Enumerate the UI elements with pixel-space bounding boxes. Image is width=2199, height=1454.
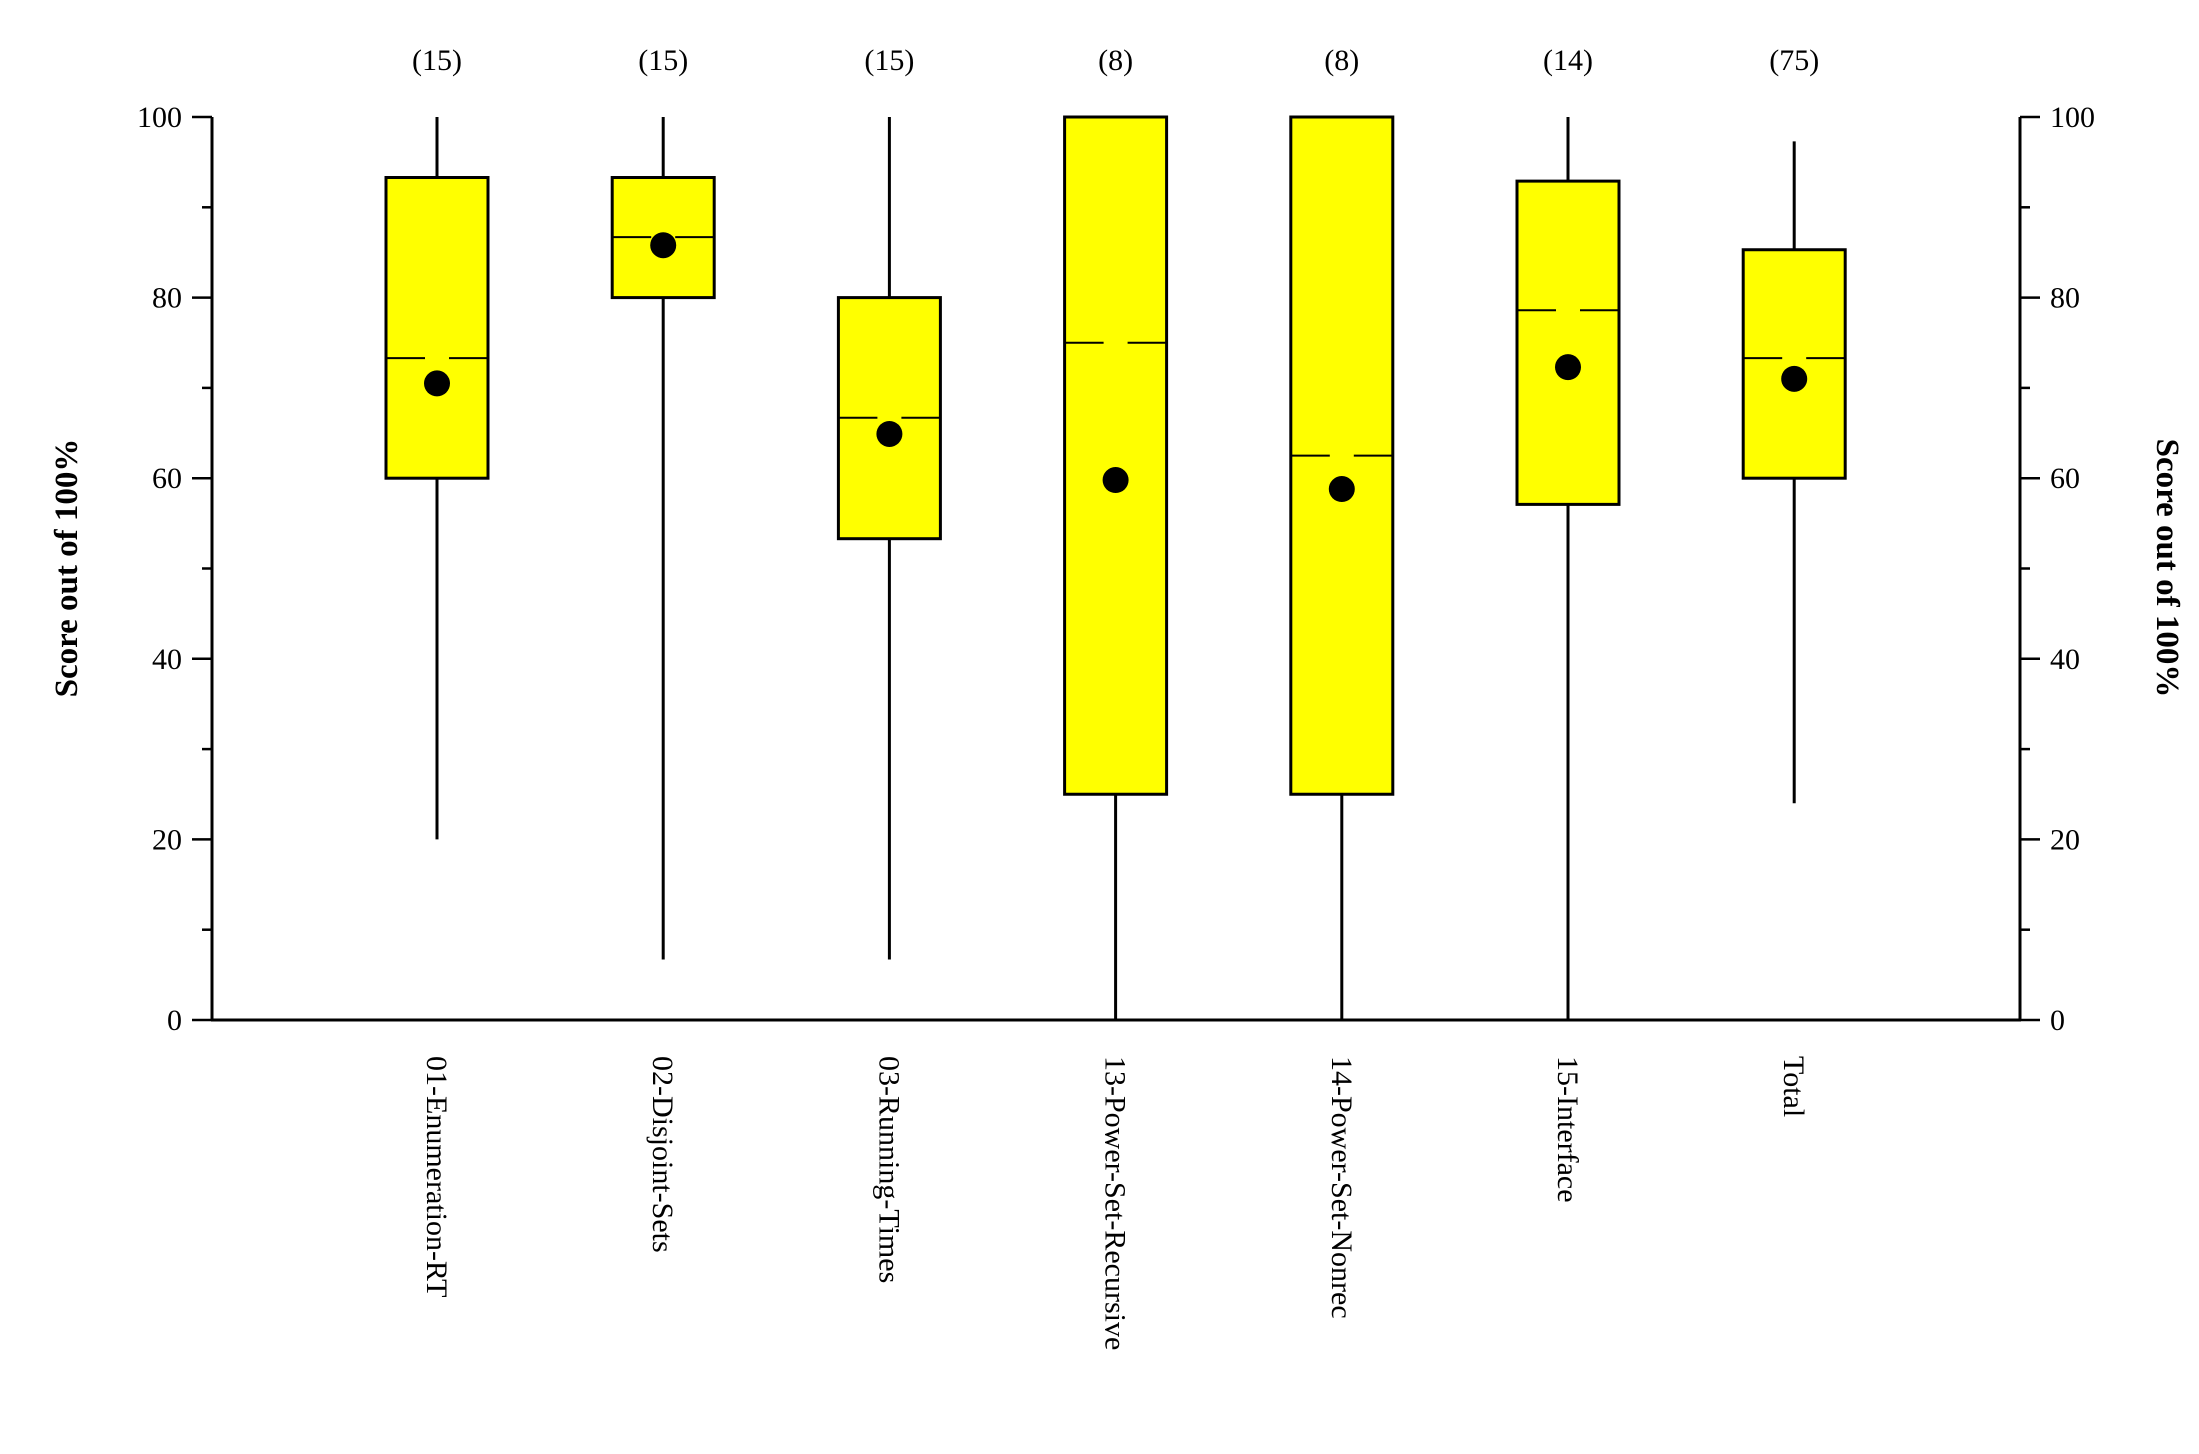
- category-labels: 01-Enumeration-RT 02-Disjoint-Sets 03-Runn…: [420, 1056, 1810, 1350]
- box-group: [1063, 115, 1169, 1020]
- mean-marker: [1781, 365, 1808, 392]
- y-axis-ticks: 0 0 20 20 40 40 60 60 80 80 100 100: [137, 101, 2095, 1037]
- mean-marker: [1328, 476, 1355, 503]
- count-label: (15): [638, 44, 688, 77]
- mean-marker: [876, 420, 903, 447]
- box-group: [836, 117, 942, 960]
- count-label: (75): [1769, 44, 1819, 77]
- mean-marker: [1555, 354, 1581, 381]
- count-label: (14): [1543, 44, 1593, 77]
- box-group: [1289, 115, 1395, 1020]
- count-label: (15): [864, 44, 914, 77]
- left-tick-label: 0: [167, 1004, 182, 1037]
- box-body: [384, 176, 490, 480]
- left-tick-label: 60: [152, 462, 182, 495]
- right-tick-label: 40: [2050, 643, 2080, 676]
- category-label: 01-Enumeration-RT: [420, 1056, 453, 1297]
- category-label: 14-Power-Set-Nonrec: [1325, 1056, 1358, 1319]
- mean-marker: [1102, 467, 1129, 494]
- count-label: (15): [412, 44, 462, 77]
- left-tick-label: 40: [152, 643, 182, 676]
- count-label: (8): [1098, 44, 1133, 77]
- mean-marker: [424, 370, 450, 397]
- y-axis-title-left: Score out of 100%: [49, 439, 85, 698]
- sample-count-labels: (15) (15) (15) (8) (8) (14) (75): [412, 44, 1819, 77]
- box-group: [1515, 117, 1621, 1020]
- box-series: [384, 115, 1847, 1020]
- right-tick-label: 20: [2050, 823, 2080, 856]
- right-tick-label: 100: [2050, 101, 2095, 134]
- count-label: (8): [1324, 44, 1359, 77]
- category-label: 03-Running-Times: [872, 1056, 905, 1283]
- box-group: [384, 117, 490, 840]
- category-label: 15-Interface: [1551, 1056, 1584, 1203]
- category-label: 02-Disjoint-Sets: [646, 1056, 679, 1253]
- left-tick-label: 100: [137, 101, 182, 134]
- right-tick-label: 60: [2050, 462, 2080, 495]
- category-label: Total: [1777, 1056, 1810, 1117]
- mean-marker: [650, 232, 677, 259]
- right-tick-label: 0: [2050, 1004, 2065, 1037]
- box-body: [1741, 248, 1847, 480]
- left-tick-label: 80: [152, 282, 182, 315]
- category-label: 13-Power-Set-Recursive: [1099, 1056, 1132, 1350]
- left-tick-label: 20: [152, 823, 182, 856]
- y-axis-title-right: Score out of 100%: [2149, 439, 2185, 698]
- box-body: [1063, 115, 1169, 796]
- box-group: [610, 117, 716, 960]
- box-body: [1515, 179, 1621, 506]
- right-tick-label: 80: [2050, 282, 2080, 315]
- box-group: [1741, 141, 1847, 804]
